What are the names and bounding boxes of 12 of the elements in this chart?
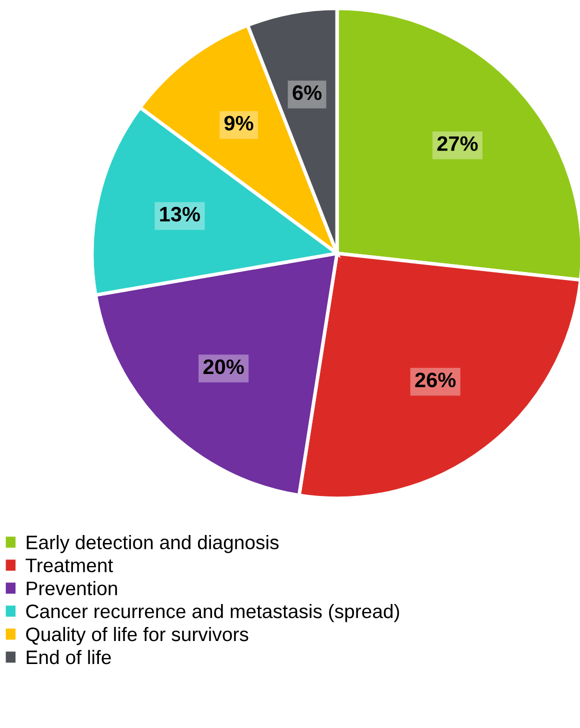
legend-label: Prevention (26, 580, 117, 596)
legend-label: Early detection and diagnosis (26, 535, 279, 554)
data-label: 6% (292, 85, 322, 100)
data-label: 27% (437, 136, 478, 151)
legend-label: End of life (26, 650, 111, 664)
legend-label: Treatment (26, 558, 113, 572)
data-label: 13% (160, 206, 200, 222)
legend-label: Quality of life for survivors (26, 626, 248, 646)
data-label: 26% (415, 372, 456, 388)
data-label: 9% (224, 116, 254, 131)
legend-label: Cancer recurrence and metastasis (spread) (26, 604, 400, 622)
data-label: 20% (203, 359, 244, 374)
